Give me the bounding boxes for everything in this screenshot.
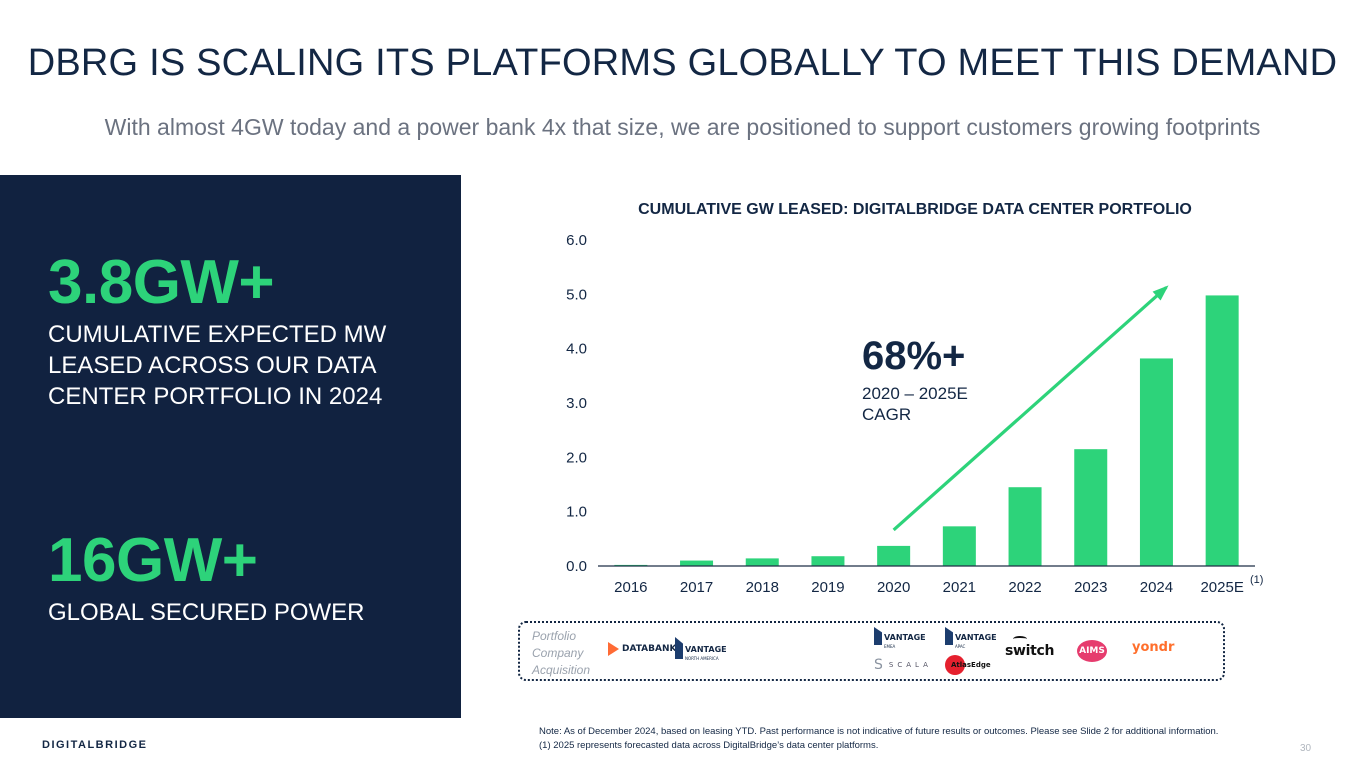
cagr-value: 68%+	[862, 334, 966, 378]
x-tick-label: 2019	[811, 579, 844, 596]
bar	[1074, 449, 1108, 566]
x-tick-label: 2021	[943, 579, 976, 596]
y-tick-label: 6.0	[566, 232, 587, 249]
vantage-mark-icon	[945, 627, 953, 645]
x-tick-label: 2022	[1008, 579, 1041, 596]
footnote-text: Note: As of December 2024, based on leas…	[539, 726, 1219, 751]
x-tick-label: 2025E	[1200, 579, 1243, 596]
aims-logo: AIMS	[1077, 640, 1107, 662]
atlasedge-mark-icon	[945, 655, 965, 675]
brand-logo: DIGITALBRIDGE	[42, 739, 148, 751]
acquisition-logos-box: Portfolio Company Acquisition DATABANK V…	[518, 621, 1225, 681]
vantage-na-text: VANTAGE	[685, 645, 727, 654]
page-number: 30	[1300, 743, 1312, 754]
vantage-na-logo: VANTAGE NORTH AMERICA	[675, 637, 727, 663]
bar	[877, 545, 911, 566]
cagr-label: CAGR	[862, 405, 912, 424]
scala-logo-text: SCALA	[888, 661, 932, 669]
page-subtitle: With almost 4GW today and a power bank 4…	[104, 114, 1261, 140]
y-tick-label: 1.0	[566, 504, 587, 521]
databank-logo-text: DATABANK	[622, 644, 677, 654]
vantage-mark-icon	[874, 627, 882, 645]
power-stat-description: GLOBAL SECURED POWER	[48, 599, 365, 626]
y-tick-label: 2.0	[566, 449, 587, 466]
y-tick-label: 4.0	[566, 341, 587, 358]
vantage-mark-icon	[675, 637, 683, 659]
bar	[1205, 295, 1239, 566]
bar	[811, 556, 845, 566]
y-tick-label: 3.0	[566, 395, 587, 412]
page-title: DBRG IS SCALING ITS PLATFORMS GLOBALLY T…	[27, 42, 1338, 84]
x-tick-label: 2016	[614, 579, 647, 596]
trend-arrow-head-icon	[1152, 285, 1169, 301]
y-tick-label: 0.0	[566, 558, 587, 575]
atlasedge-logo: AtlasEdge	[945, 655, 991, 675]
x-tick-label: 2020	[877, 579, 910, 596]
x-tick-label: 2018	[746, 579, 779, 596]
leased-stat-value: 3.8GW+	[48, 248, 275, 317]
chart-title: CUMULATIVE GW LEASED: DIGITALBRIDGE DATA…	[638, 201, 1192, 218]
switch-mark-icon	[1013, 636, 1027, 642]
trend-arrow-line	[892, 286, 1168, 532]
aims-logo-text: AIMS	[1079, 646, 1105, 656]
databank-logo: DATABANK	[608, 642, 676, 656]
bar-chart: 0.0 1.0 2.0 3.0 4.0 5.0 6.0 2016 2017 2018 2019 202…	[566, 232, 1255, 596]
x-tick-label: 2024	[1140, 579, 1173, 596]
cagr-range: 2020 – 2025E	[862, 384, 968, 403]
x-tick-label: 2023	[1074, 579, 1107, 596]
vantage-apac-text: VANTAGE	[955, 633, 997, 642]
databank-mark-icon	[608, 642, 619, 656]
vantage-apac-logo: VANTAGE APAC	[945, 627, 997, 651]
yondr-logo-text: yondr	[1132, 640, 1175, 655]
acquisition-label: Portfolio Company Acquisition	[532, 629, 591, 677]
switch-logo-text: switch	[1005, 643, 1055, 659]
atlasedge-logo-text: AtlasEdge	[951, 661, 991, 669]
y-tick-label: 5.0	[566, 286, 587, 303]
leased-stat-description: CUMULATIVE EXPECTED MW LEASED ACROSS OUR…	[48, 321, 387, 410]
vantage-na-sub: NORTH AMERICA	[685, 656, 719, 661]
bar	[680, 560, 714, 566]
x-tick-label: 2017	[680, 579, 713, 596]
yondr-logo: yondr	[1132, 640, 1174, 655]
bar	[1139, 358, 1173, 566]
power-stat-value: 16GW+	[48, 526, 258, 595]
vantage-apac-sub: APAC	[955, 644, 966, 649]
vantage-emea-sub: EMEA	[884, 644, 896, 649]
vantage-emea-text: VANTAGE	[884, 633, 926, 642]
switch-logo: switch	[1005, 636, 1055, 659]
scala-mark-icon: S	[874, 657, 883, 673]
bar	[1008, 487, 1042, 566]
footnote-marker: (1)	[1250, 574, 1264, 586]
bar	[745, 558, 779, 566]
stats-panel: 3.8GW+ CUMULATIVE EXPECTED MW LEASED ACR…	[0, 175, 461, 718]
bar	[942, 526, 976, 566]
vantage-emea-logo: VANTAGE EMEA	[874, 627, 926, 651]
scala-logo: S SCALA	[874, 657, 932, 673]
